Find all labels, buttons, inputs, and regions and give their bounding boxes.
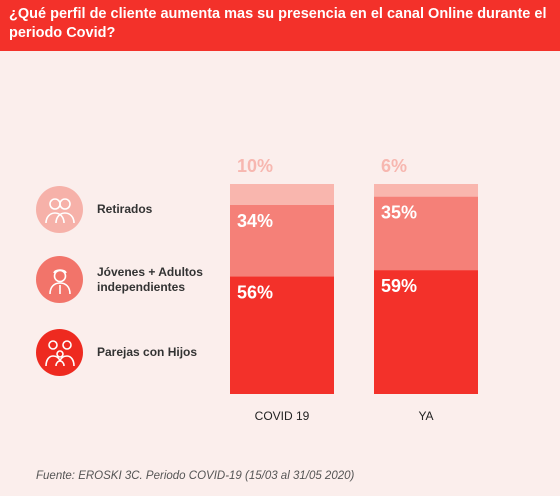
data-label: 6% (381, 156, 407, 176)
data-label: 59% (381, 276, 417, 296)
bar-segment (230, 205, 334, 277)
bar-segment (374, 184, 478, 197)
legend-label-retirados: Retirados (97, 202, 153, 216)
bar-segment (230, 276, 334, 394)
legend-item-retirados: Retirados (36, 186, 237, 233)
source-note: Fuente: EROSKI 3C. Periodo COVID-19 (15/… (36, 470, 355, 482)
elderly-couple-icon (36, 186, 83, 233)
legend-label-parejas: Parejas con Hijos (97, 345, 198, 359)
category-label: YA (418, 409, 433, 423)
legend-item-parejas: Parejas con Hijos (36, 329, 237, 376)
data-label: 56% (237, 282, 273, 302)
legend-item-jovenes: Jóvenes + Adultos independientes (36, 256, 237, 303)
family-icon (36, 329, 83, 376)
data-label: 35% (381, 203, 417, 223)
data-label: 10% (237, 156, 273, 176)
header-bar: ¿Qué perfil de cliente aumenta mas su pr… (0, 0, 560, 51)
category-label: COVID 19 (255, 409, 310, 423)
data-label: 34% (237, 211, 273, 231)
bar-segment (374, 270, 478, 394)
bar-segment (374, 196, 478, 271)
page-title: ¿Qué perfil de cliente aumenta mas su pr… (9, 6, 547, 41)
legend-label-jovenes: Jóvenes + Adultos independientes (97, 264, 203, 294)
bar-segment (230, 184, 334, 205)
young-adult-icon (36, 256, 83, 303)
